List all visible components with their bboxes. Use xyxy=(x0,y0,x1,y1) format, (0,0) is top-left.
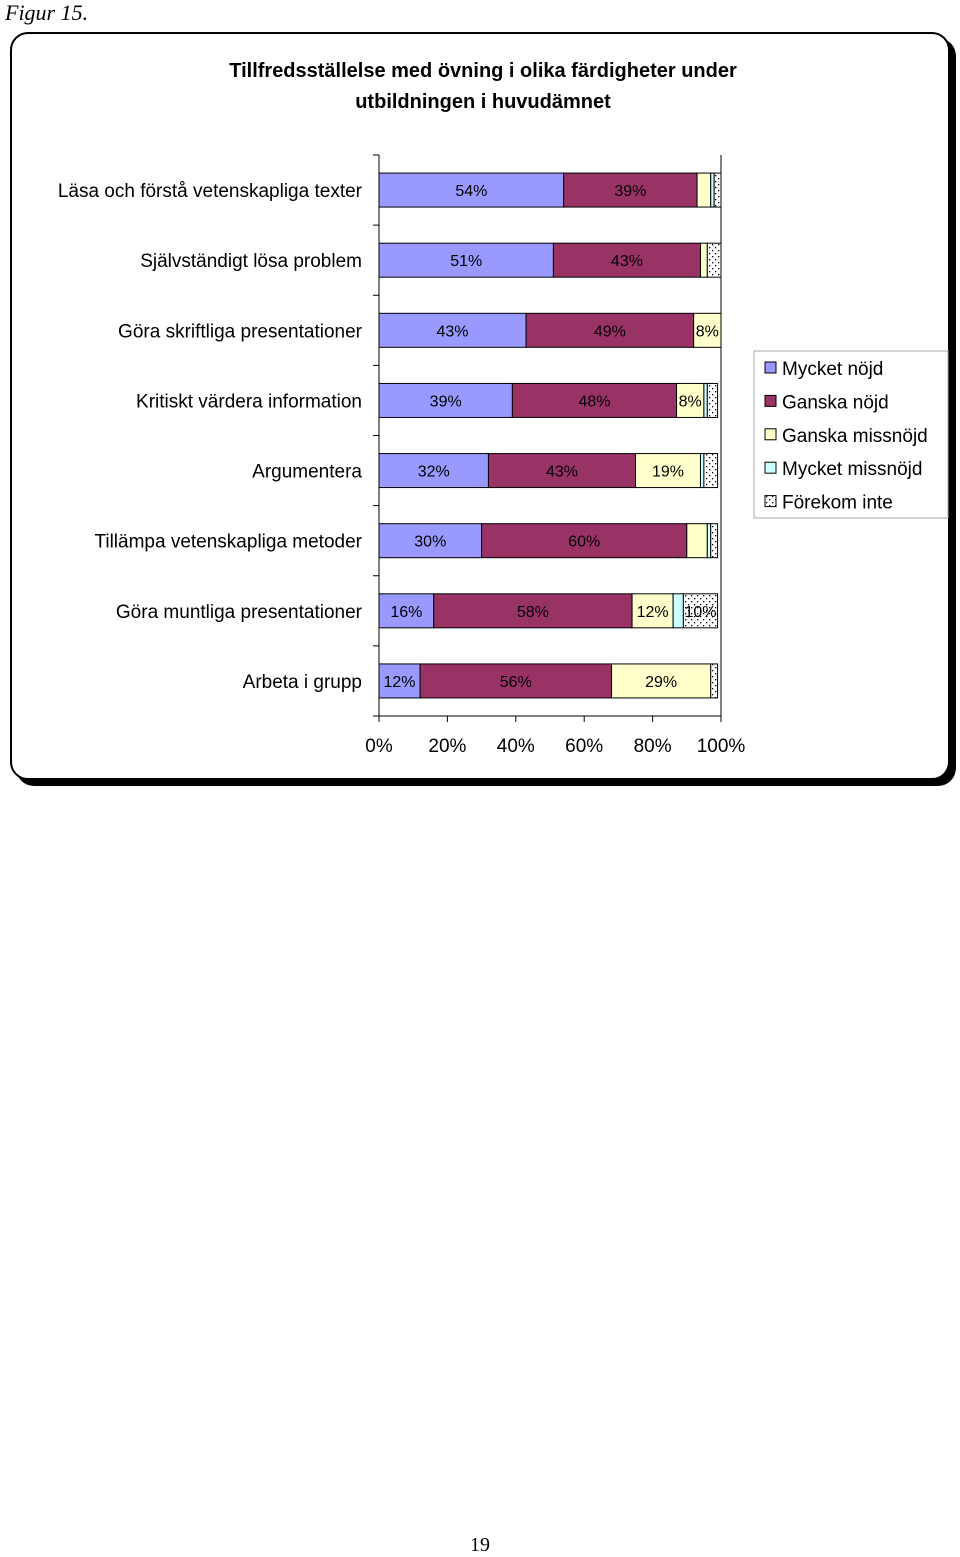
plot-area: 0% 20% 40% 60% 80% 100% Läsa och förstå vetens… xyxy=(58,154,746,757)
data-label: 30% xyxy=(414,534,446,551)
data-label: 43% xyxy=(611,253,643,270)
bar-segment xyxy=(378,593,435,629)
data-label: 58% xyxy=(517,604,549,621)
data-label: 12% xyxy=(637,604,669,621)
category-label: Läsa och förstå vetenskapliga texter xyxy=(58,181,363,202)
data-label: 43% xyxy=(437,323,469,340)
bar-segment xyxy=(378,523,483,559)
bar-segment xyxy=(706,382,719,418)
data-label: 8% xyxy=(696,323,719,340)
category-label: Göra muntliga presentationer xyxy=(116,602,363,623)
data-label: 16% xyxy=(390,604,422,621)
data-label: 12% xyxy=(384,674,416,691)
bar-segment xyxy=(672,593,684,629)
data-label: 54% xyxy=(455,183,487,200)
bar-segment xyxy=(631,593,674,629)
bar-segment xyxy=(611,663,712,699)
legend-swatch xyxy=(764,394,777,407)
figure-caption: Figur 15. xyxy=(5,0,89,25)
bar-segment xyxy=(378,453,489,489)
bar-segment xyxy=(703,382,708,418)
bar-segment xyxy=(378,242,554,278)
bar-segment xyxy=(563,172,698,208)
legend: Mycket nöjd Ganska nöjd Ganska missnöjd Myc… xyxy=(753,350,949,519)
category-label: Kritiskt värdera information xyxy=(136,391,362,412)
data-label: 32% xyxy=(418,464,450,481)
bar-segment xyxy=(686,523,708,559)
bar-segment xyxy=(419,663,613,699)
category-label: Argumentera xyxy=(252,462,362,483)
bar-segment xyxy=(511,382,678,418)
data-label: 51% xyxy=(450,253,482,270)
bar-segment xyxy=(699,453,705,489)
category-label: Självständigt lösa problem xyxy=(140,251,362,272)
legend-label: Ganska missnöjd xyxy=(782,426,928,447)
legend-label: Mycket nöjd xyxy=(782,359,883,380)
legend-label: Ganska nöjd xyxy=(782,392,889,413)
bar-segment xyxy=(682,593,719,629)
bar-segment xyxy=(693,312,722,348)
bar-segment xyxy=(710,172,715,208)
bar-segment xyxy=(713,172,722,208)
bar-segment xyxy=(378,382,513,418)
chart-title-line: utbildningen i huvudämnet xyxy=(355,91,611,113)
x-tick-label: 0% xyxy=(365,736,393,757)
legend-swatch xyxy=(764,495,777,508)
x-tick-label: 40% xyxy=(497,736,535,757)
chart-title: Tillfredsställelse med övning i olika fä… xyxy=(229,60,737,113)
legend-swatch xyxy=(764,428,777,441)
legend-box xyxy=(753,350,949,519)
category-label: Tillämpa vetenskapliga metoder xyxy=(94,532,362,553)
bar-segment xyxy=(552,242,701,278)
category-label: Arbeta i grupp xyxy=(243,672,362,693)
bar-segment xyxy=(703,453,719,489)
bar-segment xyxy=(676,382,705,418)
x-tick-label: 20% xyxy=(428,736,466,757)
x-tick-label: 60% xyxy=(565,736,603,757)
data-label: 49% xyxy=(594,323,626,340)
data-label: 43% xyxy=(546,464,578,481)
chart-title-line: Tillfredsställelse med övning i olika fä… xyxy=(229,60,737,82)
x-tick-label: 80% xyxy=(634,736,672,757)
data-label: 19% xyxy=(652,464,684,481)
data-label: 56% xyxy=(500,674,532,691)
bar-segment xyxy=(378,663,421,699)
bar-segment xyxy=(635,453,701,489)
stacked-bar-chart: Tillfredsställelse med övning i olika fä… xyxy=(58,60,949,757)
x-tick-label: 100% xyxy=(697,736,746,757)
bar-segment xyxy=(706,242,722,278)
legend-label: Förekom inte xyxy=(782,493,893,514)
data-label: 8% xyxy=(679,393,702,410)
bar-segment xyxy=(481,523,688,559)
data-label: 10% xyxy=(684,604,716,621)
legend-label: Mycket missnöjd xyxy=(782,459,922,480)
data-label: 29% xyxy=(645,674,677,691)
category-label: Göra skriftliga presentationer xyxy=(118,321,363,342)
bar-segment xyxy=(696,172,712,208)
bar-segment xyxy=(378,312,527,348)
bar-segment xyxy=(699,242,708,278)
data-label: 48% xyxy=(578,393,610,410)
legend-swatch xyxy=(764,361,777,374)
page-number: 19 xyxy=(470,1534,490,1556)
legend-swatch xyxy=(764,461,777,474)
data-label: 39% xyxy=(430,393,462,410)
bar-segment xyxy=(710,663,719,699)
bar-segment xyxy=(706,523,712,559)
bar-segment xyxy=(487,453,636,489)
bar-segment xyxy=(710,523,719,559)
data-label: 39% xyxy=(614,183,646,200)
data-label: 60% xyxy=(568,534,600,551)
